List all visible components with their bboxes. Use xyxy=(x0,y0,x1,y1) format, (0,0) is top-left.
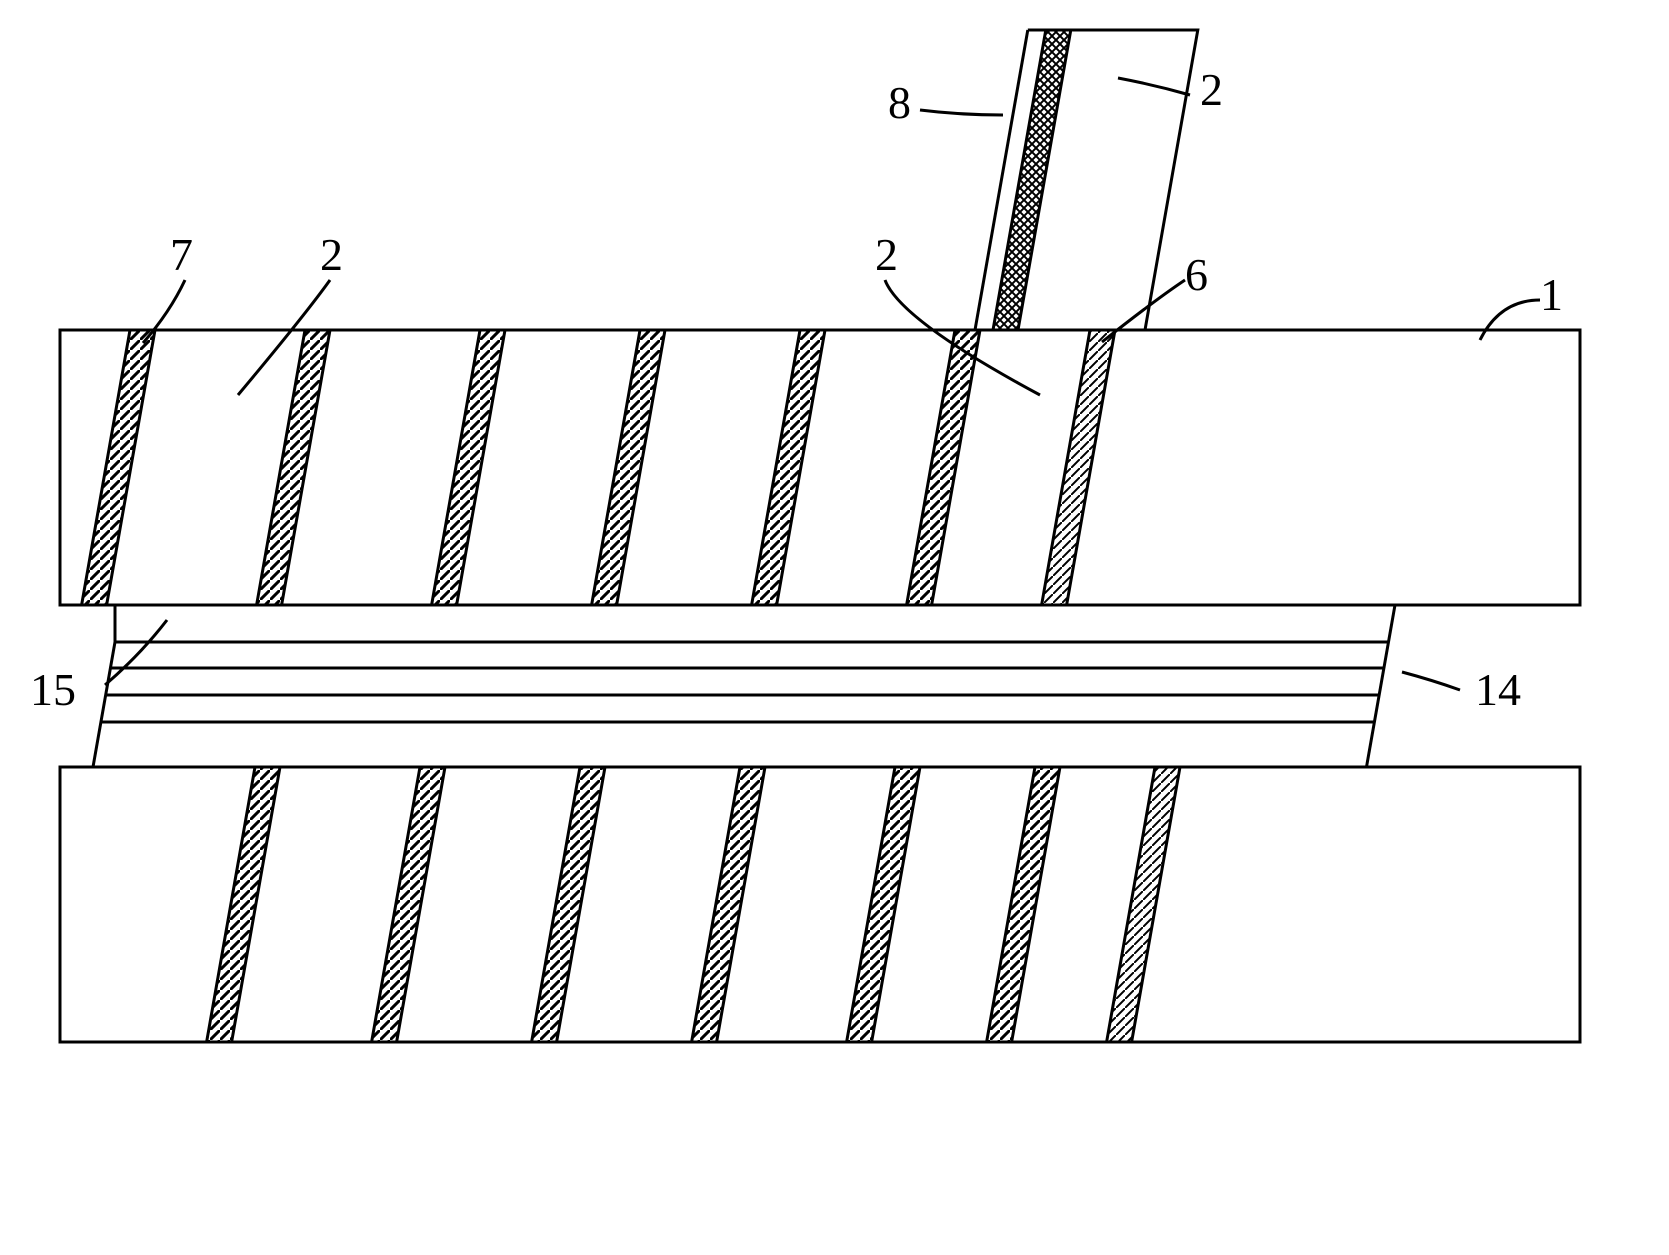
upper-stripe-3 xyxy=(592,330,665,605)
upper-stripe-4 xyxy=(752,330,825,605)
lbl-7: 7 xyxy=(170,229,193,280)
upper-stripe-5 xyxy=(907,330,980,605)
lbl-6: 6 xyxy=(1185,249,1208,300)
lower-stripe-4 xyxy=(847,767,920,1042)
lower-stripe-5 xyxy=(987,767,1060,1042)
lower-stripe-3 xyxy=(692,767,765,1042)
mid-right-slant xyxy=(1366,605,1395,767)
lbl-2c: 2 xyxy=(1200,64,1223,115)
lbl-7-leader xyxy=(143,280,185,343)
lbl-6-leader xyxy=(1102,280,1185,342)
upper-stripe-1 xyxy=(257,330,330,605)
upper-stripe-0 xyxy=(82,330,155,605)
lbl-14: 14 xyxy=(1475,664,1521,715)
upper-stripe-6 xyxy=(1042,330,1115,605)
lbl-1: 1 xyxy=(1540,269,1563,320)
lbl-14-leader xyxy=(1402,672,1460,690)
mid-left-slant xyxy=(93,642,115,767)
lower-block xyxy=(60,767,1580,1042)
lbl-8: 8 xyxy=(888,77,911,128)
lower-stripe-0 xyxy=(207,767,280,1042)
upper-stripe-2 xyxy=(432,330,505,605)
lbl-8-leader xyxy=(920,110,1003,115)
lbl-2b: 2 xyxy=(875,229,898,280)
lower-stripe-2 xyxy=(532,767,605,1042)
lbl-15: 15 xyxy=(30,664,76,715)
lbl-1-leader xyxy=(1480,300,1540,340)
lower-stripe-1 xyxy=(372,767,445,1042)
lower-stripe-6 xyxy=(1107,767,1180,1042)
lbl-2a: 2 xyxy=(320,229,343,280)
lbl-2c-leader xyxy=(1118,78,1190,95)
